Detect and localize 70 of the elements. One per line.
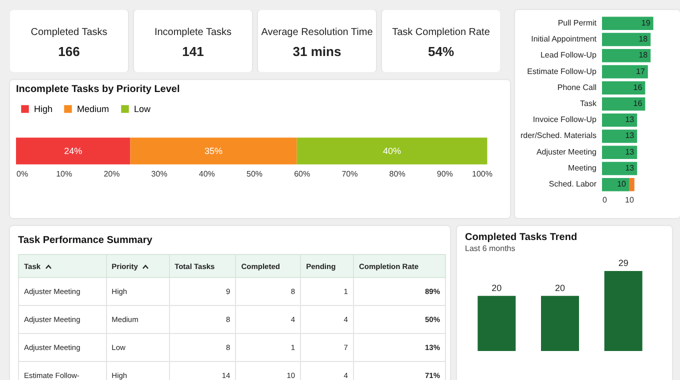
data-label: 20	[554, 282, 566, 293]
data-label: 16	[633, 82, 643, 92]
y-tick-label: Adjuster Meeting	[536, 147, 596, 156]
legend-label: Medium	[77, 104, 110, 114]
y-tick-label: Initial Appointment	[531, 34, 598, 44]
bar	[130, 138, 297, 164]
x-tick-label: 40%	[198, 170, 215, 178]
data-label: 19	[641, 18, 651, 28]
bar	[602, 114, 638, 127]
bar	[602, 32, 651, 46]
y-tick-label: Pull Permit	[558, 18, 598, 28]
text: 31 mins	[292, 44, 342, 59]
legend-label: Low	[134, 104, 152, 114]
x-tick-label: 30%	[151, 170, 168, 178]
data-label: 13	[625, 147, 635, 156]
data-label: 17	[636, 66, 646, 76]
x-tick-label: 20%	[104, 170, 120, 178]
bar	[602, 65, 648, 78]
bar	[602, 146, 638, 159]
bar	[602, 130, 638, 143]
bar	[296, 138, 488, 164]
bar	[602, 49, 651, 62]
category-label: Completed Tasks	[30, 27, 108, 38]
data-label: 20	[492, 282, 502, 293]
data-label: 40%	[383, 146, 402, 156]
bar	[629, 178, 634, 192]
x-tick-label: 50%	[246, 170, 263, 178]
y-tick-label: Invoice Follow-Up	[532, 115, 598, 124]
bar	[602, 178, 629, 192]
data-label: 10	[617, 180, 627, 189]
category-label: Incomplete Tasks	[153, 27, 233, 38]
category-label: Task Completion Rate	[391, 27, 491, 38]
legend-label: High	[34, 104, 53, 114]
bar	[602, 97, 646, 111]
text: 166	[58, 44, 80, 59]
y-tick-label: Estimate Follow-Up	[527, 66, 598, 76]
data-label: 35%	[204, 146, 223, 156]
x-tick-label: 60%	[294, 170, 310, 178]
y-tick-label: Meeting	[568, 163, 596, 172]
x-tick-label: 80%	[389, 170, 406, 178]
category-label: Average Resolution Time	[260, 27, 374, 38]
x-tick-label: 0	[602, 196, 608, 204]
data-label: 13	[625, 115, 635, 124]
data-label: 18	[638, 50, 648, 60]
bar	[602, 81, 646, 94]
chart-title: Completed Tasks Trend	[465, 232, 578, 243]
x-tick-label: 70%	[342, 170, 358, 178]
y-tick-label: Task	[580, 99, 598, 108]
text: Task Performance Summary	[18, 235, 154, 246]
data-label: 24%	[64, 146, 82, 156]
data-label: 16	[633, 99, 643, 108]
x-tick-label: 0%	[16, 170, 28, 178]
bar	[16, 138, 130, 164]
data-label: 13	[625, 131, 635, 140]
y-tick-label: Lead Follow-Up	[540, 50, 598, 60]
data-label: 18	[638, 34, 648, 44]
y-tick-label: Phone Call	[557, 82, 597, 92]
y-tick-label: rder/Sched. Materials	[520, 131, 596, 140]
bar	[602, 162, 638, 176]
data-label: 29	[618, 258, 628, 268]
bar	[602, 16, 654, 30]
text: 54%	[428, 44, 454, 59]
data-label: 13	[625, 163, 635, 172]
x-tick-label: 90%	[436, 170, 453, 178]
y-tick-label: Sched. Labor	[548, 180, 597, 189]
chart-title: Incomplete Tasks by Priority Level	[16, 84, 180, 95]
x-tick-label: 100%	[472, 170, 492, 178]
x-tick-label: 10%	[56, 170, 72, 178]
text: 141	[182, 44, 204, 59]
chart-subtitle: Last 6 months	[465, 244, 516, 253]
